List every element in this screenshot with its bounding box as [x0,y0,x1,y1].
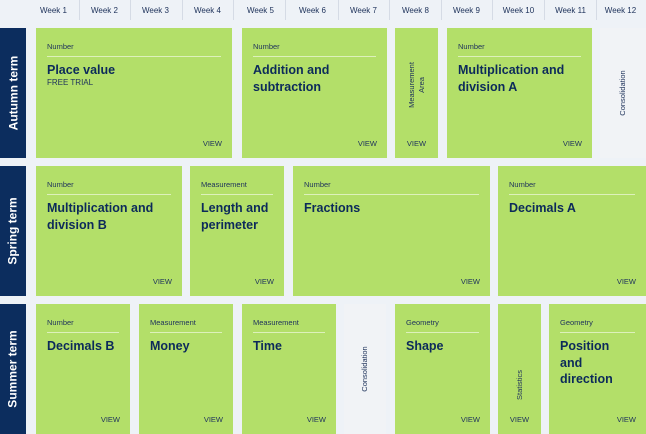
unit-card-decimals-b[interactable]: Number Decimals B VIEW [36,304,130,434]
view-link[interactable]: VIEW [202,139,222,148]
unit-card-position-direction[interactable]: Geometry Position and direction VIEW [549,304,646,434]
view-link[interactable]: VIEW [254,277,274,286]
week-divider [182,0,183,20]
week-7-label: Week 7 [350,6,377,15]
week-header: Week 1 Week 2 Week 3 Week 4 Week 5 Week … [0,0,646,22]
week-divider [79,0,80,20]
unit-card-addition-subtraction[interactable]: Number Addition and subtraction VIEW [242,28,387,158]
free-trial-badge: FREE TRIAL [47,78,94,87]
unit-card-place-value[interactable]: Number Place value FREE TRIAL VIEW [36,28,232,158]
unit-card-consolidation[interactable]: Consolidation [600,28,646,158]
week-divider [130,0,131,20]
week-6-label: Week 6 [299,6,326,15]
summer-term-label: Summer term [0,304,26,434]
view-link[interactable]: VIEW [616,277,636,286]
week-divider [233,0,234,20]
unit-vertical-label: Measurement Area [407,62,427,108]
unit-category: Number [509,180,635,195]
unit-card-money[interactable]: Measurement Money VIEW [139,304,233,434]
spring-term-label: Spring term [0,166,26,296]
unit-card-decimals-a[interactable]: Number Decimals A VIEW [498,166,646,296]
unit-title: Fractions [304,201,361,215]
week-divider [596,0,597,20]
unit-title: Decimals B [47,339,115,353]
unit-category: Number [458,42,581,57]
unit-category: Measurement [406,62,416,109]
week-divider [389,0,390,20]
week-4-label: Week 4 [194,6,221,15]
week-9-label: Week 9 [453,6,480,15]
week-11-label: Week 11 [555,6,586,15]
view-link[interactable]: VIEW [152,277,172,286]
unit-title: Statistics [514,369,524,400]
unit-category: Number [253,42,376,57]
unit-category: Number [47,42,221,57]
view-link[interactable]: VIEW [100,415,120,424]
view-link[interactable]: VIEW [406,139,427,148]
view-link[interactable]: VIEW [509,415,530,424]
week-5-label: Week 5 [247,6,274,15]
unit-title: Addition and subtraction [253,63,330,94]
view-link[interactable]: VIEW [460,415,480,424]
unit-card-multiplication-division-a[interactable]: Number Multiplication and division A VIE… [447,28,592,158]
unit-title: Multiplication and division A [458,63,565,94]
unit-category: Number [47,180,171,195]
week-divider [285,0,286,20]
week-3-label: Week 3 [142,6,169,15]
unit-title: Decimals A [509,201,576,215]
week-1-label: Week 1 [40,6,67,15]
unit-category: Measurement [201,180,273,195]
unit-title: Consolidation [360,346,369,392]
unit-card-fractions[interactable]: Number Fractions VIEW [293,166,490,296]
unit-card-area[interactable]: Measurement Area VIEW [395,28,438,158]
unit-category: Number [304,180,479,195]
unit-title: Shape [406,339,444,353]
week-divider [338,0,339,20]
unit-card-consolidation[interactable]: Consolidation [344,304,386,434]
week-12-label: Week 12 [604,6,637,15]
view-link[interactable]: VIEW [306,415,326,424]
week-10-label: Week 10 [502,6,535,15]
view-link[interactable]: VIEW [562,139,582,148]
unit-title: Money [150,339,190,353]
view-link[interactable]: VIEW [357,139,377,148]
unit-category: Measurement [253,318,325,333]
unit-card-shape[interactable]: Geometry Shape VIEW [395,304,490,434]
unit-card-length-perimeter[interactable]: Measurement Length and perimeter VIEW [190,166,284,296]
unit-title: Multiplication and division B [47,201,154,232]
unit-card-time[interactable]: Measurement Time VIEW [242,304,336,434]
unit-category: Measurement [150,318,222,333]
view-link[interactable]: VIEW [460,277,480,286]
unit-category: Geometry [406,318,479,333]
unit-card-multiplication-division-b[interactable]: Number Multiplication and division B VIE… [36,166,182,296]
view-link[interactable]: VIEW [203,415,223,424]
unit-title: Position and direction [560,339,613,386]
week-divider [544,0,545,20]
week-divider [441,0,442,20]
unit-title: Time [253,339,282,353]
view-link[interactable]: VIEW [616,415,636,424]
unit-category: Geometry [560,318,635,333]
unit-title: Consolidation [618,70,627,116]
week-8-label: Week 8 [402,6,429,15]
week-divider [492,0,493,20]
unit-card-statistics[interactable]: Statistics VIEW [498,304,541,434]
week-2-label: Week 2 [91,6,118,15]
unit-title: Length and perimeter [201,201,269,232]
unit-category: Number [47,318,119,333]
unit-title: Place value [47,63,116,77]
autumn-term-label: Autumn term [0,28,26,158]
unit-title: Area [416,77,426,94]
